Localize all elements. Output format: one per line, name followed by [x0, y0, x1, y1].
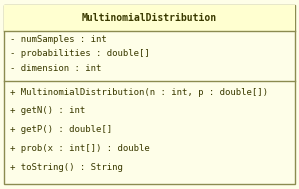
Text: MultinomialDistribution: MultinomialDistribution: [82, 13, 217, 23]
Text: - probabilities : double[]: - probabilities : double[]: [10, 49, 150, 58]
Text: + getP() : double[]: + getP() : double[]: [10, 125, 112, 134]
Text: + toString() : String: + toString() : String: [10, 163, 123, 172]
Text: + MultinomialDistribution(n : int, p : double[]): + MultinomialDistribution(n : int, p : d…: [10, 88, 268, 97]
Text: + getN() : int: + getN() : int: [10, 106, 85, 115]
Text: - dimension : int: - dimension : int: [10, 64, 101, 73]
Bar: [4, 5, 295, 31]
Text: - numSamples : int: - numSamples : int: [10, 35, 107, 44]
Text: + prob(x : int[]) : double: + prob(x : int[]) : double: [10, 144, 150, 153]
